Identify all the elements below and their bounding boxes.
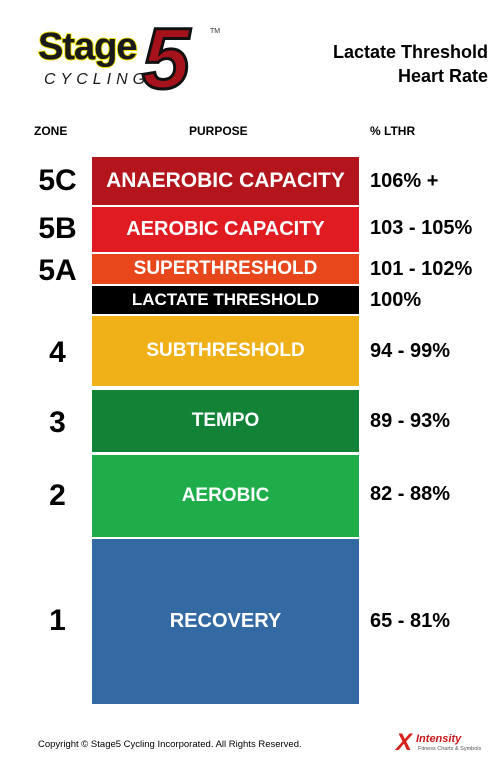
logo-cycling-text: CYCLING [44, 71, 151, 88]
header-zone: ZONE [34, 124, 68, 138]
zone-purpose-1: RECOVERY [169, 610, 282, 632]
logo-trademark: TM [210, 28, 221, 35]
zone-lthr-3: 89 - 93% [370, 410, 451, 432]
zone-bar-5a: SUPERTHRESHOLD [92, 254, 359, 284]
zone-purpose-3: TEMPO [191, 410, 260, 431]
copyright-notice: Copyright © Stage5 Cycling Incorporated.… [38, 739, 302, 750]
brand-name: Intensity [416, 733, 462, 745]
x-mark-icon: X [396, 729, 413, 756]
zone-purpose-lactate-threshold: LACTATE THRESHOLD [131, 290, 320, 309]
logo-stage-text: Stage [37, 25, 138, 69]
brand-subtitle: Fitness Charts & Symbols [418, 746, 482, 752]
zone-bar-lactate-threshold: LACTATE THRESHOLD [92, 286, 359, 314]
zone-purpose-5b: AEROBIC CAPACITY [126, 218, 325, 240]
zone-purpose-5a: SUPERTHRESHOLD [133, 258, 318, 279]
title-line-1: Lactate Threshold [332, 42, 488, 62]
header-purpose: PURPOSE [189, 124, 248, 138]
title-line-2: Heart Rate [397, 66, 488, 86]
zone-purpose-5c: ANAEROBIC CAPACITY [106, 169, 345, 192]
zone-bar-4: SUBTHRESHOLD [92, 316, 359, 386]
zone-label-2: 2 [49, 479, 66, 512]
zone-bar-2: AEROBIC [92, 455, 359, 537]
zone-purpose-4: SUBTHRESHOLD [146, 340, 305, 361]
stage5-logo: Stage 5 TM CYCLING [30, 15, 221, 104]
zone-label-5b: 5B [38, 212, 77, 245]
header-lthr: % LTHR [370, 124, 416, 138]
zone-lthr-1: 65 - 81% [370, 610, 451, 632]
zone-lthr-4: 94 - 99% [370, 340, 451, 362]
page-title: Lactate Threshold Heart Rate [333, 40, 488, 88]
zone-bar-3: TEMPO [92, 390, 359, 452]
zone-lthr-5a: 101 - 102% [370, 258, 473, 280]
zone-label-5a: 5A [38, 254, 77, 287]
zone-label-4: 4 [49, 336, 66, 369]
zone-bar-1: RECOVERY [92, 539, 359, 704]
zone-bar-5c: ANAEROBIC CAPACITY [92, 157, 359, 205]
zone-purpose-2: AEROBIC [181, 485, 270, 506]
logo-five-text: 5 [141, 11, 192, 107]
zone-label-5c: 5C [38, 164, 77, 197]
xintensity-logo: X Intensity Fitness Charts & Symbols [396, 729, 496, 756]
zone-lthr-lactate-threshold: 100% [370, 289, 422, 311]
zone-lthr-5b: 103 - 105% [370, 217, 473, 239]
zone-label-3: 3 [49, 406, 66, 439]
zone-lthr-2: 82 - 88% [370, 483, 451, 505]
zone-lthr-5c: 106% + [370, 170, 439, 192]
zone-bar-5b: AEROBIC CAPACITY [92, 207, 359, 252]
zone-label-1: 1 [49, 604, 66, 637]
